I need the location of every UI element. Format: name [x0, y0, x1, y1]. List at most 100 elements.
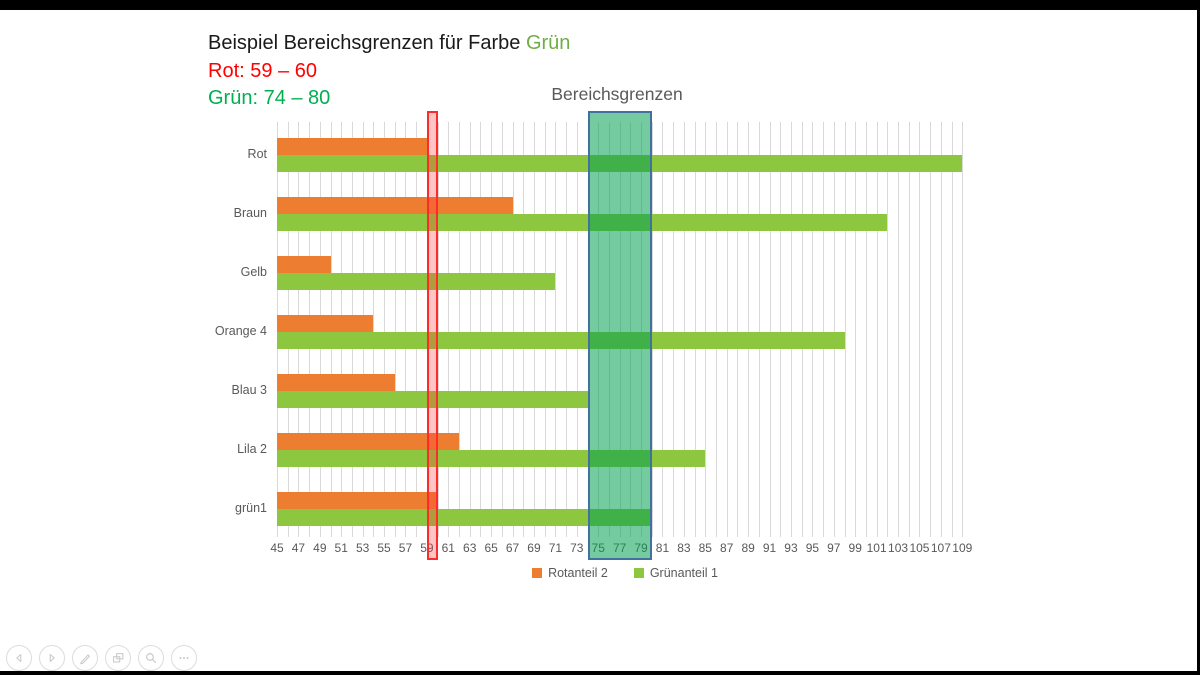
- pen-button[interactable]: [72, 645, 98, 671]
- x-axis-label: 73: [570, 541, 584, 555]
- more-icon: [177, 651, 191, 665]
- gridline: [855, 122, 857, 537]
- category-label: Braun: [233, 206, 267, 220]
- bar-gr-nanteil-1: [277, 390, 588, 408]
- slide-title: Beispiel Bereichsgrenzen für Farbe Grün: [208, 30, 570, 58]
- gridline: [705, 122, 707, 537]
- next-button[interactable]: [39, 645, 65, 671]
- previous-button[interactable]: [6, 645, 32, 671]
- gridline: [844, 122, 846, 537]
- category-label: Orange 4: [214, 324, 267, 338]
- x-axis-label: 63: [463, 541, 477, 555]
- gridline: [951, 122, 953, 537]
- bar-gr-nanteil-1: [277, 331, 845, 349]
- gridline: [726, 122, 728, 537]
- x-axis-label: 101: [866, 541, 887, 555]
- x-axis-label: 83: [677, 541, 691, 555]
- zoom-button[interactable]: [138, 645, 164, 671]
- gridline: [780, 122, 782, 537]
- bar-rotanteil-2: [277, 491, 438, 509]
- more-button[interactable]: [171, 645, 197, 671]
- slide-overview-button[interactable]: [105, 645, 131, 671]
- gridline: [758, 122, 760, 537]
- gridline: [887, 122, 889, 537]
- legend-label: Rotanteil 2: [548, 566, 608, 580]
- gridline: [790, 122, 792, 537]
- bar-gr-nanteil-1: [277, 213, 888, 231]
- x-axis-label: 49: [313, 541, 327, 555]
- gridline: [480, 122, 482, 537]
- x-axis-label: 55: [377, 541, 391, 555]
- bar-gr-nanteil-1: [277, 449, 706, 467]
- gridline: [608, 122, 610, 537]
- gridline: [469, 122, 471, 537]
- gridline: [459, 122, 461, 537]
- legend: Rotanteil 2 Grünanteil 1: [277, 566, 973, 580]
- letterbox-top: [0, 0, 1200, 10]
- gridline: [491, 122, 493, 537]
- gridline: [930, 122, 932, 537]
- gridline: [523, 122, 525, 537]
- x-axis-label: 103: [888, 541, 909, 555]
- zoom-icon: [144, 651, 158, 665]
- bar-rotanteil-2: [277, 255, 331, 273]
- gridline: [694, 122, 696, 537]
- gridline: [426, 122, 428, 537]
- category-label: Lila 2: [237, 442, 267, 456]
- bar-rotanteil-2: [277, 196, 513, 214]
- x-axis-label: 97: [827, 541, 841, 555]
- gridline: [683, 122, 685, 537]
- x-axis-label: 65: [484, 541, 498, 555]
- category-axis: Rot Braun Gelb Orange 4 Blau 3 Lila 2 grün1: [0, 122, 267, 535]
- x-axis-label: 99: [848, 541, 862, 555]
- x-axis-label: 61: [441, 541, 455, 555]
- gridline: [876, 122, 878, 537]
- bar-rotanteil-2: [277, 137, 427, 155]
- gridline: [716, 122, 717, 537]
- gridline: [940, 122, 942, 537]
- category-label: Blau 3: [231, 383, 267, 397]
- gridline: [823, 122, 825, 537]
- gridline: [416, 122, 418, 537]
- pen-icon: [78, 651, 92, 665]
- plot-area: [277, 122, 973, 537]
- bar-gr-nanteil-1: [277, 508, 652, 526]
- gridline: [748, 122, 750, 537]
- letterbox-bottom: [0, 671, 1200, 675]
- title-highlight: Grün: [525, 32, 571, 54]
- gridline: [898, 122, 900, 537]
- bar-gr-nanteil-1: [277, 272, 556, 290]
- gridline: [919, 122, 921, 537]
- bar-rotanteil-2: [277, 314, 374, 332]
- x-axis-label: 69: [527, 541, 541, 555]
- gridline: [769, 122, 771, 537]
- gridline: [544, 122, 546, 537]
- gridline: [405, 122, 407, 537]
- gridline: [512, 122, 514, 537]
- legend-label: Grünanteil 1: [649, 566, 718, 580]
- gridline: [384, 122, 386, 537]
- x-axis-label: 89: [741, 541, 755, 555]
- x-axis-label: 109: [952, 541, 973, 555]
- gridline: [394, 122, 396, 537]
- gridline: [801, 122, 803, 537]
- gridline: [833, 122, 835, 537]
- letterbox-right: [1197, 0, 1200, 675]
- x-axis-label: 85: [698, 541, 712, 555]
- legend-item: Rotanteil 2: [532, 566, 608, 580]
- category-label: Gelb: [240, 265, 267, 279]
- gridline: [437, 122, 439, 537]
- band-title: Bereichsgrenzen: [551, 84, 683, 104]
- gridline: [641, 122, 643, 537]
- gridline: [555, 122, 557, 537]
- slide-overview-icon: [111, 651, 125, 665]
- gridline: [651, 122, 653, 537]
- gridline: [533, 122, 535, 537]
- category-label: Rot: [247, 147, 267, 161]
- gridline: [619, 122, 621, 537]
- slide-title-block: Beispiel Bereichsgrenzen für Farbe Grün …: [208, 30, 570, 113]
- x-axis-label: 67: [505, 541, 520, 555]
- x-axis-label: 93: [784, 541, 798, 555]
- gridline: [566, 122, 568, 537]
- title-text: Beispiel Bereichsgrenzen für Farbe: [208, 32, 526, 54]
